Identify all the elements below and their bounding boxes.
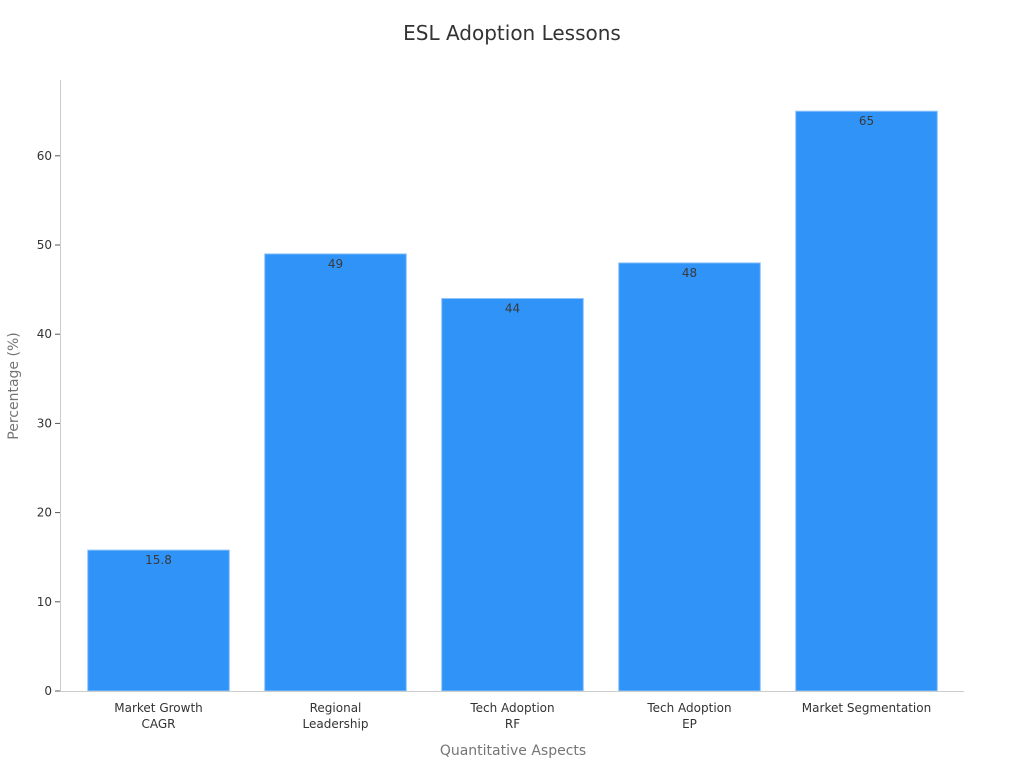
y-tick-label: 30 <box>37 416 52 430</box>
y-tick-label: 60 <box>37 149 52 163</box>
x-tick-label-line: RF <box>505 717 520 731</box>
x-tick-label: Regional Leadership <box>303 701 369 731</box>
bar-value-label: 44 <box>505 302 520 316</box>
bar-labels-group: 15.8 49 44 48 65 <box>145 114 874 567</box>
y-ticks-group: 0 10 20 30 40 50 60 <box>37 149 60 698</box>
bar-value-label: 15.8 <box>145 553 172 567</box>
bars-group <box>87 110 938 692</box>
bar-3 <box>618 262 761 692</box>
x-tick-label-line: EP <box>682 717 697 731</box>
x-axis-title: Quantitative Aspects <box>440 743 586 759</box>
x-tick-label-line: Regional <box>310 701 362 715</box>
y-tick-label: 10 <box>37 595 52 609</box>
x-tick-label-line: Market Growth <box>114 701 203 715</box>
x-tick-label: Tech Adoption EP <box>646 701 731 731</box>
bar-4 <box>795 110 938 692</box>
y-tick-label: 40 <box>37 327 52 341</box>
x-tick-label-line: Leadership <box>303 717 369 731</box>
y-axis-title: Percentage (%) <box>6 332 22 439</box>
bar-value-label: 65 <box>859 114 874 128</box>
bar-2 <box>441 298 584 692</box>
y-tick-label: 50 <box>37 238 52 252</box>
x-tick-label: Tech Adoption RF <box>469 701 554 731</box>
x-tick-label-line: Market Segmentation <box>802 701 931 715</box>
x-tick-label: Market Growth CAGR <box>114 701 203 731</box>
bar-0 <box>87 549 230 692</box>
x-tick-label-line: Tech Adoption <box>469 701 554 715</box>
y-tick-label: 20 <box>37 506 52 520</box>
y-tick-label: 0 <box>44 684 52 698</box>
x-ticks-group: Market Growth CAGR Regional Leadership Tech … <box>114 701 931 731</box>
bar-value-label: 48 <box>682 266 697 280</box>
chart-title: ESL Adoption Lessons <box>403 21 621 45</box>
x-tick-label: Market Segmentation <box>802 701 931 715</box>
x-tick-label-line: Tech Adoption <box>646 701 731 715</box>
x-tick-label-line: CAGR <box>141 717 175 731</box>
bar-1 <box>264 253 407 692</box>
bar-value-label: 49 <box>328 257 343 271</box>
